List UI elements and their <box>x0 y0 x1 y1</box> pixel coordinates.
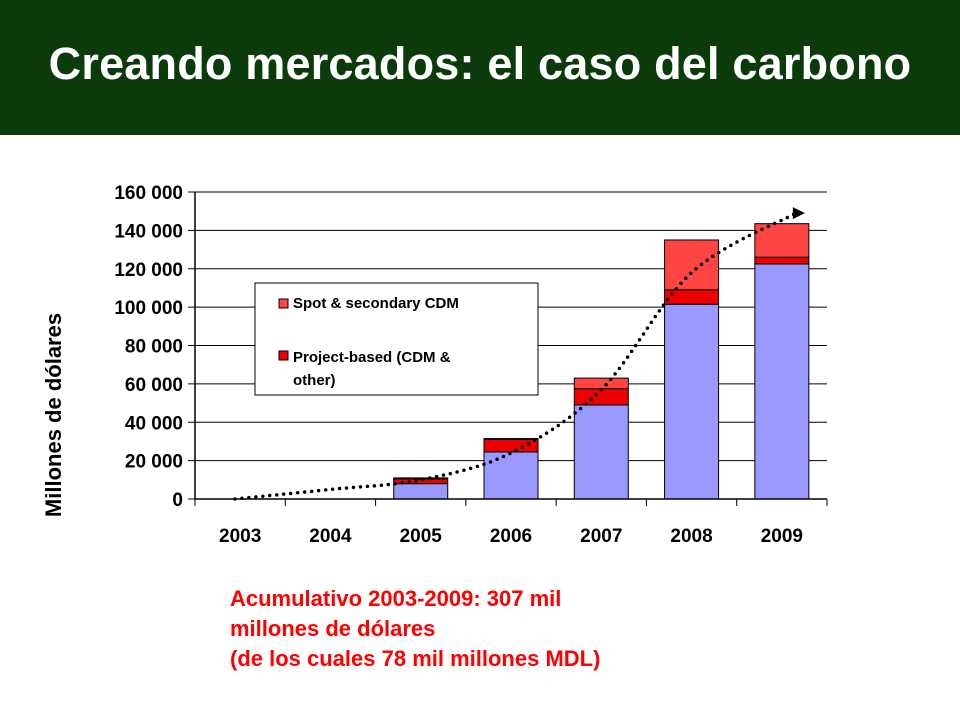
legend: Spot & secondary CDM Project-based (CDM &… <box>254 282 539 396</box>
trend-arrowhead <box>792 207 805 220</box>
y-tick-label: 60 000 <box>125 375 183 396</box>
slide-title: Creando mercados: el caso del carbono <box>48 38 912 89</box>
bar-segment-base <box>664 303 720 500</box>
cumulative-note: Acumulativo 2003-2009: 307 mil millones … <box>230 584 600 674</box>
x-tick-label: 2009 <box>761 526 803 547</box>
bar-segment-spot-secondary-cdm <box>393 477 449 480</box>
bar-segment-base <box>754 263 810 500</box>
bar-segment-project-based-cdm-other <box>754 256 810 265</box>
y-tick-label: 0 <box>172 490 183 511</box>
legend-label-spot-secondary: Spot & secondary CDM <box>293 295 459 312</box>
legend-label-line: other) <box>293 372 336 389</box>
y-tick-label: 20 000 <box>125 452 183 473</box>
bars <box>393 223 810 500</box>
bar-segment-project-based-cdm-other <box>664 289 720 305</box>
y-tick-label: 80 000 <box>125 337 183 358</box>
legend-box <box>254 282 539 396</box>
x-tick-label: 2006 <box>490 526 532 547</box>
x-tick-label: 2004 <box>309 526 352 547</box>
x-tick-label: 2007 <box>580 526 622 547</box>
cumulative-note-line-2: millones de dólares <box>230 616 436 641</box>
bar-segment-spot-secondary-cdm <box>754 223 810 258</box>
y-tick-label: 120 000 <box>114 260 183 281</box>
legend-swatch-spot-secondary <box>278 298 289 309</box>
title-bar: Creando mercados: el caso del carbono <box>0 0 960 135</box>
y-tick-label: 140 000 <box>114 221 183 242</box>
cumulative-note-line-3: (de los cuales 78 mil millones MDL) <box>230 646 601 671</box>
legend-label-line: Project-based (CDM & <box>293 349 451 366</box>
bar-segment-spot-secondary-cdm <box>664 239 720 291</box>
trend-dotted-line <box>233 211 798 501</box>
x-tick-label: 2003 <box>219 526 261 547</box>
bar-segment-project-based-cdm-other <box>483 439 539 453</box>
bar-segment-spot-secondary-cdm <box>483 438 539 441</box>
axes: 0 20 000 40 000 60 000 80 000 100 000 120 000 1… <box>41 183 828 547</box>
x-tick-label: 2008 <box>670 526 712 547</box>
bar-segment-spot-secondary-cdm <box>573 377 629 390</box>
legend-swatch-project-based <box>278 350 289 361</box>
trend-line <box>233 207 805 501</box>
y-tick-label: 40 000 <box>125 413 183 434</box>
legend-label-project-based: Project-based (CDM & other) <box>293 349 451 389</box>
bar-segment-base <box>483 451 539 500</box>
cumulative-note-line-1: Acumulativo 2003-2009: 307 mil <box>230 586 562 611</box>
bar-segment-base <box>573 404 629 500</box>
x-tick-label: 2005 <box>400 526 443 547</box>
y-tick-label: 100 000 <box>114 298 183 319</box>
y-axis-label: Millones de dólares <box>41 313 66 517</box>
bar-segment-base <box>393 483 449 500</box>
y-tick-label: 160 000 <box>114 183 183 204</box>
